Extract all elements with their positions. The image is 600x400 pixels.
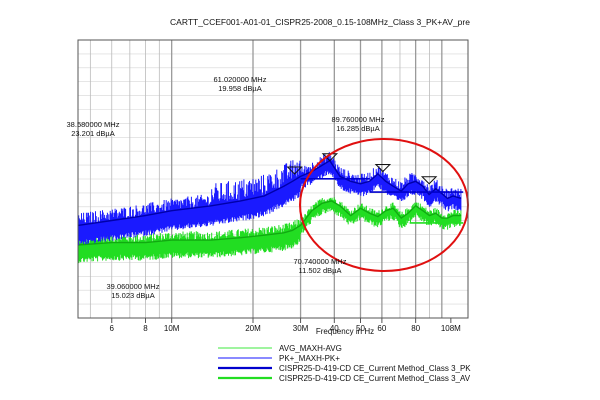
x-tick-label: 108M — [441, 324, 461, 333]
annotation-level: 11.502 dBµA — [299, 266, 342, 275]
x-tick-label: 60 — [377, 324, 386, 333]
legend-label: CISPR25-D-419-CD CE_Current Method_Class… — [279, 374, 471, 383]
plot-border — [77, 39, 469, 319]
x-tick-label: 50 — [356, 324, 365, 333]
x-tick-label: 10M — [164, 324, 180, 333]
chart-title: CARTT_CCEF001-A01-01_CISPR25-2008_0.15-1… — [170, 17, 470, 27]
x-tick-label: 8 — [143, 324, 148, 333]
x-tick-label: 6 — [110, 324, 115, 333]
annotation-level: 19.958 dBµA — [218, 84, 262, 93]
annotation-frequency: 89.760000 MHz — [332, 115, 385, 124]
legend-label: CISPR25-D-419-CD CE_Current Method_Class… — [279, 364, 471, 373]
annotation-frequency: 38.580000 MHz — [67, 120, 120, 129]
annotation-frequency: 39.060000 MHz — [107, 282, 160, 291]
series-pk-trace — [77, 152, 462, 246]
annotation-frequency: 70.740000 MHz — [294, 257, 347, 266]
annotation-level: 16.285 dBµA — [336, 124, 380, 133]
annotation-level: 15.023 dBµA — [111, 291, 155, 300]
x-tick-label: 40 — [330, 324, 339, 333]
x-tick-label: 30M — [293, 324, 309, 333]
peak-marker — [374, 164, 392, 173]
legend-label: AVG_MAXH-AVG — [279, 344, 342, 353]
x-axis-label: Frequency in Hz — [316, 327, 374, 336]
legend-label: PK+_MAXH-PK+ — [279, 354, 340, 363]
peak-marker — [420, 176, 438, 185]
annotation-frequency: 61.020000 MHz — [214, 75, 267, 84]
x-tick-label: 80 — [411, 324, 420, 333]
legend: AVG_MAXH-AVGPK+_MAXH-PK+CISPR25-D-419-CD… — [218, 344, 471, 383]
annotation-level: 23.201 dBµA — [71, 129, 115, 138]
x-tick-label: 20M — [245, 324, 261, 333]
series-avg-line — [77, 200, 462, 246]
peak-marker — [286, 166, 303, 175]
x-axis-ticks: 6 8 10M 20M 30M 40 50 60 80 108M — [110, 318, 461, 333]
plot-area — [77, 138, 469, 272]
